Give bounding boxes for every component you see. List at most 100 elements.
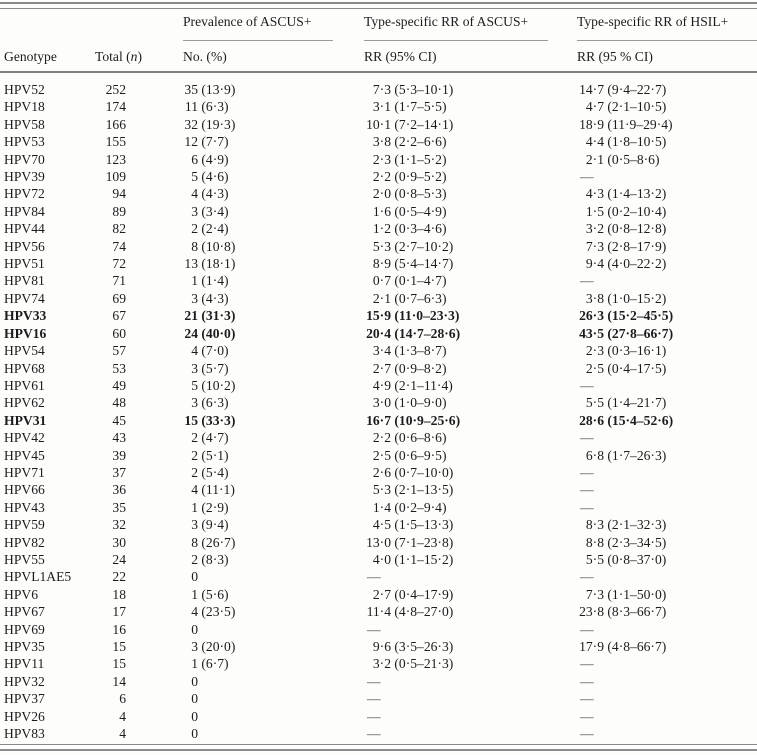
rr-ascus-cell: 3·0 (1·0–9·0) (372, 395, 447, 411)
rr-hsil-cell: 14·7 (9·4–22·7) (579, 82, 667, 97)
table-row: HPV35 15 3 (20·0) 9·6 (3·5–26·3) 17·9 (4·8–6… (0, 638, 757, 655)
rr-hsil-cell: 7·3 (2·8–17·9) (585, 238, 667, 254)
rr-ascus-cell: 2·0 (0·8–5·3) (372, 186, 447, 202)
missing-value-dash: — (580, 569, 594, 585)
total-cell: 4 (119, 708, 126, 724)
table-row: HPV52 252 35 (13·9) 7·3 (5·3–10·1) 14·7 (9·4… (0, 81, 757, 98)
table-row: HPV84 89 3 (3·4) 1·6 (0·5–4·9) 1·5 (0·2–10·4… (0, 203, 757, 220)
table-row: HPV39 109 5 (4·6) 2·2 (0·9–5·2) — (0, 168, 757, 185)
missing-value-dash: — (580, 430, 594, 446)
table-row: HPV26 4 0 — — (0, 708, 757, 725)
column-header-rr-ci-hsil: RR (95 % CI) (577, 49, 653, 64)
genotype-cell: HPV11 (4, 656, 45, 672)
table-row: HPV66 36 4 (11·1) 5·3 (2·1–13·5) — (0, 481, 757, 498)
genotype-cell: HPV32 (4, 673, 45, 689)
prevalence-cell: 4 (7·0) (191, 343, 229, 359)
rr-hsil-cell: — (577, 272, 594, 289)
total-cell: 72 (112, 256, 126, 272)
prevalence-cell: 5 (10·2) (191, 377, 236, 393)
prevalence-cell: 2 (8·3) (191, 551, 229, 567)
total-cell: 57 (112, 343, 126, 359)
rr-ascus-cell: 16·7 (10·9–25·6) (366, 412, 461, 428)
prevalence-cell: 0 (191, 621, 198, 637)
rr-ascus-cell: 2·7 (0·9–8·2) (372, 360, 447, 376)
missing-value-dash: — (367, 691, 381, 707)
table-row: HPV69 16 0 — — (0, 621, 757, 638)
column-header-no-pct: No. (%) (183, 49, 227, 64)
genotype-cell: HPV84 (4, 203, 45, 219)
genotype-cell: HPV26 (4, 708, 45, 724)
rr-hsil-cell: 18·9 (11·9–29·4) (579, 116, 673, 132)
total-cell: 109 (105, 169, 126, 185)
total-cell: 48 (112, 395, 126, 411)
rr-hsil-cell: — (577, 690, 594, 707)
total-cell: 39 (112, 447, 126, 463)
rr-ascus-cell: 2·2 (0·9–5·2) (372, 169, 447, 185)
total-cell: 53 (112, 360, 126, 376)
genotype-cell: HPV18 (4, 99, 45, 115)
genotype-cell: HPV53 (4, 134, 45, 150)
prevalence-cell: 3 (4·3) (191, 290, 229, 306)
rr-hsil-cell: 9·4 (4·0–22·2) (585, 256, 667, 272)
rr-hsil-cell: 23·8 (8·3–66·7) (579, 604, 667, 620)
prevalence-cell: 0 (191, 569, 198, 585)
prevalence-cell: 12 (7·7) (184, 134, 229, 150)
genotype-cell: HPV37 (4, 691, 45, 707)
rr-hsil-cell: 3·8 (1·0–15·2) (585, 290, 667, 306)
prevalence-cell: 2 (2·4) (191, 221, 229, 237)
table-row: HPV18 174 11 (6·3) 3·1 (1·7–5·5) 4·7 (2·1–10… (0, 98, 757, 115)
genotype-cell: HPV43 (4, 499, 45, 515)
total-cell: 36 (112, 482, 126, 498)
column-header-genotype: Genotype (4, 49, 57, 64)
genotype-cell: HPV33 (4, 308, 47, 324)
total-cell: 30 (112, 534, 126, 550)
genotype-cell: HPV72 (4, 186, 45, 202)
table-row: HPV72 94 4 (4·3) 2·0 (0·8–5·3) 4·3 (1·4–13·2… (0, 185, 757, 202)
rr-hsil-cell: — (577, 168, 594, 185)
missing-value-dash: — (580, 673, 594, 689)
rr-hsil-cell: 7·3 (1·1–50·0) (585, 586, 667, 602)
rr-hsil-cell: 26·3 (15·2–45·5) (579, 308, 674, 324)
table-body: HPV52 252 35 (13·9) 7·3 (5·3–10·1) 14·7 (9·4… (0, 81, 757, 742)
rr-hsil-cell: — (577, 377, 594, 394)
genotype-cell: HPV35 (4, 639, 45, 654)
genotype-cell: HPV82 (4, 534, 45, 550)
genotype-cell: HPV69 (4, 621, 45, 637)
rr-hsil-cell: — (577, 464, 594, 481)
total-cell: 15 (112, 639, 126, 654)
genotype-cell: HPV74 (4, 290, 45, 306)
genotype-cell: HPV56 (4, 238, 45, 254)
genotype-cell: HPV55 (4, 551, 45, 567)
genotype-cell: HPV58 (4, 116, 45, 132)
table-row: HPV56 74 8 (10·8) 5·3 (2·7–10·2) 7·3 (2·8–17… (0, 238, 757, 255)
prevalence-cell: 6 (4·9) (191, 151, 229, 167)
prevalence-cell: 2 (4·7) (191, 430, 229, 446)
rr-ascus-cell: — (364, 568, 381, 585)
table-row: HPV6 18 1 (5·6) 2·7 (0·4–17·9) 7·3 (1·1–50·0… (0, 586, 757, 603)
total-cell: 32 (112, 517, 126, 533)
table-row: HPV55 24 2 (8·3) 4·0 (1·1–15·2) 5·5 (0·8–37·… (0, 551, 757, 568)
rr-ascus-cell: 20·4 (14·7–28·6) (366, 325, 461, 341)
missing-value-dash: — (367, 621, 381, 637)
table-row: HPV67 17 4 (23·5) 11·4 (4·8–27·0) 23·8 (8·3–… (0, 603, 757, 620)
prevalence-cell: 11 (6·3) (184, 99, 229, 115)
rr-ascus-cell: 3·2 (0·5–21·3) (372, 656, 454, 672)
total-cell: 94 (112, 186, 126, 202)
rr-ascus-cell: 5·3 (2·1–13·5) (372, 482, 454, 498)
prevalence-cell: 32 (19·3) (184, 116, 236, 132)
total-cell: 45 (112, 412, 126, 428)
table-row: HPV31 45 15 (33·3) 16·7 (10·9–25·6) 28·6 (15… (0, 412, 757, 429)
genotype-cell: HPV71 (4, 464, 45, 480)
prevalence-cell: 3 (20·0) (191, 639, 236, 654)
genotype-cell: HPV62 (4, 395, 45, 411)
table-row: HPV59 32 3 (9·4) 4·5 (1·5–13·3) 8·3 (2·1–32·… (0, 516, 757, 533)
rr-hsil-cell: — (577, 481, 594, 498)
rr-hsil-cell: 8·3 (2·1–32·3) (585, 517, 667, 533)
total-cell: 43 (112, 430, 126, 446)
missing-value-dash: — (580, 691, 594, 707)
table-row: HPV81 71 1 (1·4) 0·7 (0·1–4·7) — (0, 272, 757, 289)
total-cell: 14 (112, 673, 126, 689)
prevalence-cell: 24 (40·0) (184, 325, 236, 341)
genotype-cell: HPV59 (4, 517, 45, 533)
